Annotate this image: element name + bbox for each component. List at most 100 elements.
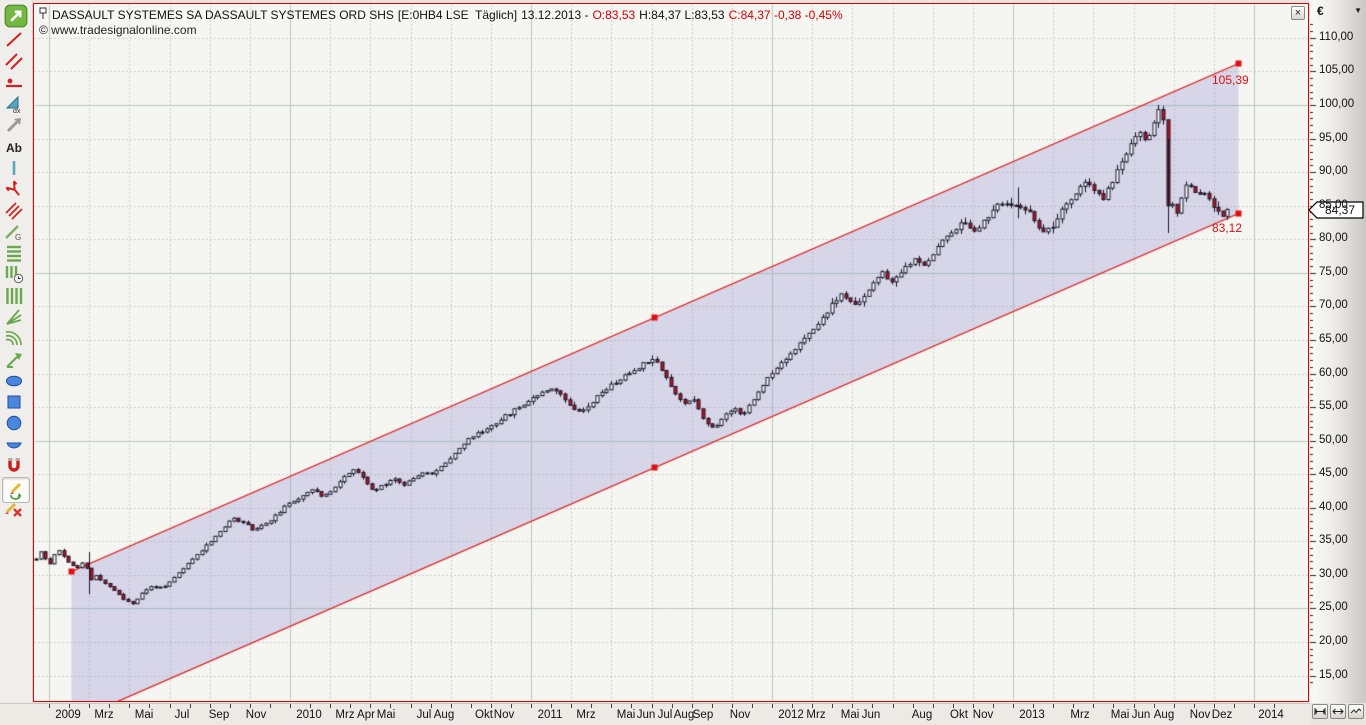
price-tick-label: 55,00 — [1319, 400, 1348, 413]
price-tick-label: 45,00 — [1319, 467, 1348, 480]
delta-measure-icon[interactable]: dx — [4, 94, 28, 114]
time-tick-mark — [1214, 704, 1215, 708]
time-tick-mark — [471, 704, 472, 708]
arc-icon[interactable] — [4, 435, 28, 455]
time-tick-label: Mai — [376, 709, 396, 721]
time-tick-mark — [933, 704, 934, 708]
price-tick-label: 75,00 — [1319, 265, 1348, 278]
vertical-line-icon[interactable] — [4, 158, 28, 178]
time-tick-mark — [531, 704, 532, 708]
time-tick-label: Sep — [692, 709, 714, 721]
trend-arrow-icon[interactable] — [4, 115, 28, 135]
price-tick-label: 65,00 — [1319, 332, 1348, 345]
time-tick-mark — [109, 704, 110, 708]
time-tick-mark — [149, 704, 150, 708]
price-tick-label: 105,00 — [1319, 64, 1355, 77]
time-tick-mark — [1053, 704, 1054, 708]
price-tick-label: 90,00 — [1319, 165, 1348, 178]
time-tick-label: Mrz — [806, 709, 826, 721]
price-tick-label: 35,00 — [1319, 534, 1348, 547]
channel-upper-value-label: 105,39 — [1212, 73, 1249, 87]
horizontal-line-icon[interactable] — [4, 73, 28, 93]
time-tick-mark — [913, 704, 914, 708]
time-tick-mark — [872, 704, 873, 708]
time-tick-mark — [250, 704, 251, 708]
time-tick-mark — [69, 704, 70, 708]
time-tick-mark — [832, 704, 833, 708]
magnet-icon[interactable] — [4, 456, 28, 476]
time-tick-mark — [431, 704, 432, 708]
time-tick-label: Sep — [208, 709, 230, 721]
speed-fan-icon[interactable] — [4, 307, 28, 327]
time-tick-mark — [1113, 704, 1114, 708]
currency-label: € — [1317, 4, 1324, 18]
time-tick-mark — [89, 704, 90, 708]
time-tick-mark — [330, 704, 331, 708]
time-tick-label: 2010 — [296, 709, 322, 721]
fit-horizontal-button[interactable] — [1312, 704, 1328, 719]
time-tick-label: 2013 — [1019, 709, 1045, 721]
circle-icon[interactable] — [4, 413, 28, 433]
scale-buttons — [1312, 704, 1366, 724]
time-tick-mark — [129, 704, 130, 708]
time-tick-mark — [993, 704, 994, 708]
price-tick-label: 30,00 — [1319, 567, 1348, 580]
time-tick-label: 2011 — [537, 709, 563, 721]
time-tick-mark — [692, 704, 693, 708]
edit-mode-icon[interactable] — [2, 477, 30, 504]
text-tool-icon[interactable]: Ab — [4, 137, 28, 157]
fibonacci-fan-icon[interactable] — [4, 200, 28, 221]
fibonacci-arcs-icon[interactable] — [4, 328, 28, 348]
title-open: O:83,53 — [592, 7, 636, 22]
svg-text:G: G — [15, 233, 21, 242]
time-projection-icon[interactable] — [4, 264, 28, 284]
trendline-icon[interactable] — [4, 30, 28, 50]
time-tick-mark — [1194, 704, 1195, 708]
price-chart-canvas[interactable] — [34, 4, 1308, 701]
pitchfork-icon[interactable] — [4, 179, 28, 199]
price-axis[interactable]: € ▼ 84,37 110,00 105,00 100,00 95,00 90,00 85… — [1308, 0, 1366, 703]
price-axis-ticks — [1310, 0, 1366, 703]
popout-icon[interactable] — [4, 4, 28, 28]
chevron-down-icon[interactable]: ▼ — [1354, 6, 1362, 15]
time-tick-label: Mai — [134, 709, 154, 721]
time-tick-mark — [732, 704, 733, 708]
time-tick-label: 2009 — [55, 709, 81, 721]
time-axis[interactable]: 2009 Mrz Mai Jul Sep Nov 2010 Mrz Apr Mai Jul Aug Ok… — [0, 703, 1310, 725]
time-tick-mark — [210, 704, 211, 708]
time-tick-label: Mai — [1110, 709, 1130, 721]
chart-window[interactable]: DASSAULT SYSTEMES SA DASSAULT SYSTEMES O… — [33, 3, 1309, 702]
extension-arrow-icon[interactable] — [4, 350, 28, 370]
pan-horizontal-button[interactable] — [1330, 704, 1346, 719]
time-tick-label: Mai — [840, 709, 860, 721]
time-tick-label: Nov — [245, 709, 267, 721]
price-tick-label: 85,00 — [1319, 198, 1348, 211]
time-tick-mark — [491, 704, 492, 708]
title-instrument: DASSAULT SYSTEMES SA DASSAULT SYSTEMES O… — [52, 7, 394, 22]
time-tick-mark — [310, 704, 311, 708]
time-tick-label: Aug — [433, 709, 455, 721]
price-tick-label: 20,00 — [1319, 635, 1348, 648]
gann-line-icon[interactable]: G — [4, 222, 28, 242]
price-tick-label: 100,00 — [1319, 98, 1355, 110]
time-tick-label: Dez — [1211, 709, 1233, 721]
delete-drawing-icon[interactable] — [4, 499, 28, 519]
time-tick-label: Nov — [972, 709, 994, 721]
rectangle-icon[interactable] — [4, 392, 28, 412]
time-tick-mark — [1073, 704, 1074, 708]
time-tick-mark — [973, 704, 974, 708]
price-tick-label: 50,00 — [1319, 433, 1348, 446]
ellipse-icon[interactable] — [4, 371, 28, 391]
time-tick-label: Jul — [174, 709, 190, 721]
time-tick-mark — [712, 704, 713, 708]
fit-vertical-button[interactable] — [1348, 704, 1364, 719]
time-tick-label: Mrz — [335, 709, 355, 721]
time-tick-mark — [772, 704, 773, 708]
close-icon[interactable]: × — [1291, 6, 1305, 20]
fibonacci-retracement-icon[interactable] — [4, 243, 28, 263]
parallel-channel-icon[interactable] — [4, 51, 28, 71]
time-tick-mark — [893, 704, 894, 708]
fibonacci-timezones-icon[interactable] — [4, 286, 28, 306]
copyright-watermark: © www.tradesignalonline.com — [39, 23, 197, 37]
